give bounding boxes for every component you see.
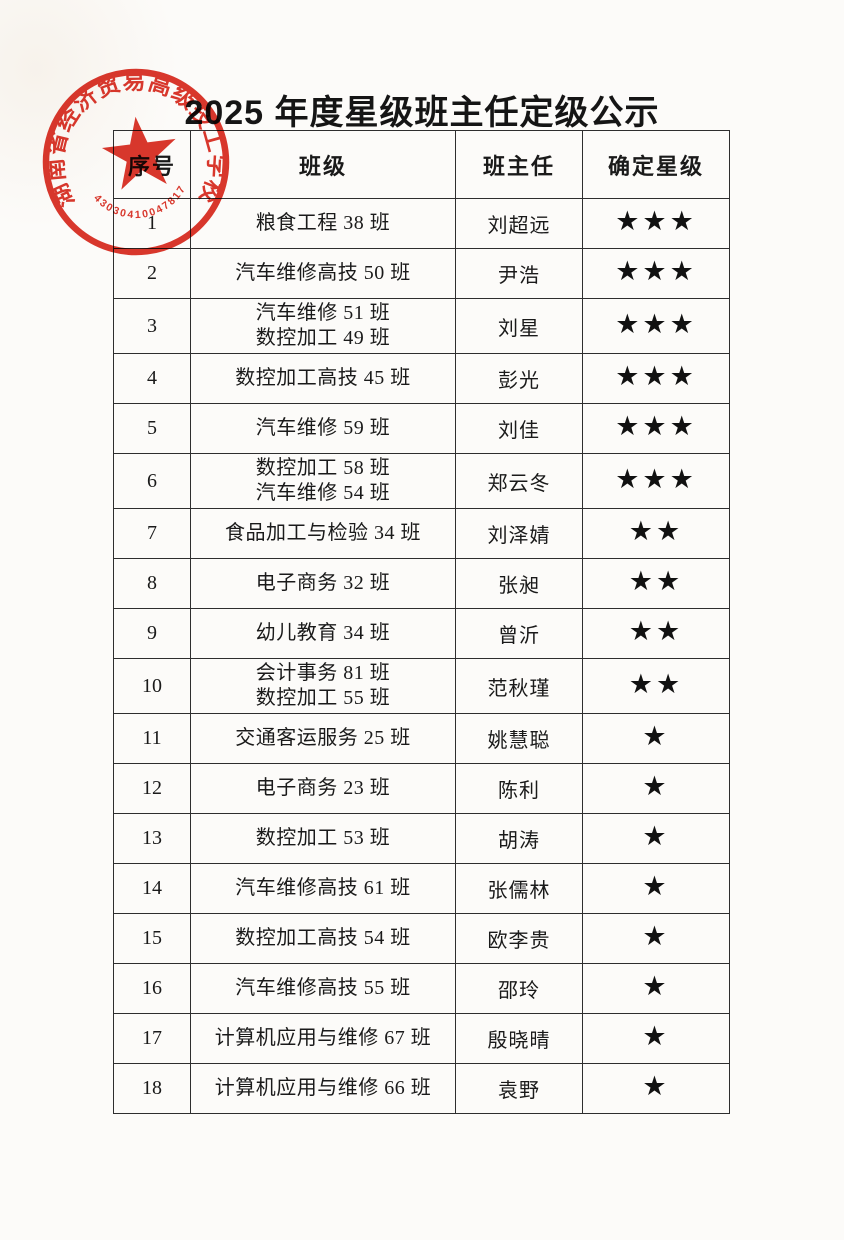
star-rating-cell: ★ <box>582 963 730 1014</box>
teacher-cell: 刘超远 <box>455 198 583 249</box>
star-rating-cell: ★ <box>582 813 730 864</box>
class-cell: 电子商务 32 班 <box>190 558 456 609</box>
table-row: 6 数控加工 58 班汽车维修 54 班郑云冬 ★★★ <box>113 453 730 509</box>
row-number-cell: 4 <box>113 353 191 404</box>
star-rating-cell: ★★ <box>582 558 730 609</box>
class-cell: 食品加工与检验 34 班 <box>190 508 456 559</box>
row-number-cell: 10 <box>113 658 191 714</box>
teacher-cell: 郑云冬 <box>455 453 583 509</box>
star-rating-cell: ★★★ <box>582 403 730 454</box>
star-rating-cell: ★ <box>582 713 730 764</box>
teacher-cell: 刘星 <box>455 298 583 354</box>
teacher-cell: 范秋瑾 <box>455 658 583 714</box>
class-cell: 数控加工高技 54 班 <box>190 913 456 964</box>
table-row: 12 电子商务 23 班陈利 ★ <box>113 763 730 814</box>
star-rating-cell: ★★★ <box>582 453 730 509</box>
row-number-cell: 5 <box>113 403 191 454</box>
table-row: 18 计算机应用与维修 66 班袁野 ★ <box>113 1063 730 1114</box>
column-header-2: 班级 <box>190 130 456 199</box>
page-title: 2025 年度星级班主任定级公示 <box>184 93 660 132</box>
star-rating-cell: ★ <box>582 913 730 964</box>
table-row: 2 汽车维修高技 50 班尹浩 ★★★ <box>113 248 730 299</box>
class-cell: 幼儿教育 34 班 <box>190 608 456 659</box>
star-rating-cell: ★ <box>582 1013 730 1064</box>
row-number-cell: 17 <box>113 1013 191 1064</box>
teacher-cell: 曾沂 <box>455 608 583 659</box>
class-cell: 数控加工 53 班 <box>190 813 456 864</box>
row-number-cell: 12 <box>113 763 191 814</box>
star-rating-cell: ★★ <box>582 658 730 714</box>
star-rating-cell: ★★★ <box>582 248 730 299</box>
table-header-row: 序号 班级 班主任 确定星级 <box>113 130 730 199</box>
row-number-cell: 18 <box>113 1063 191 1114</box>
teacher-cell: 陈利 <box>455 763 583 814</box>
row-number-cell: 14 <box>113 863 191 914</box>
teacher-cell: 袁野 <box>455 1063 583 1114</box>
star-rating-cell: ★★ <box>582 508 730 559</box>
teacher-cell: 刘佳 <box>455 403 583 454</box>
teacher-cell: 邵玲 <box>455 963 583 1014</box>
table-row: 16 汽车维修高技 55 班邵玲 ★ <box>113 963 730 1014</box>
row-number-cell: 11 <box>113 713 191 764</box>
table-row: 17 计算机应用与维修 67 班殷晓晴 ★ <box>113 1013 730 1064</box>
row-number-cell: 2 <box>113 248 191 299</box>
class-cell: 汽车维修高技 50 班 <box>190 248 456 299</box>
class-cell: 交通客运服务 25 班 <box>190 713 456 764</box>
row-number-cell: 15 <box>113 913 191 964</box>
rating-table: 序号 班级 班主任 确定星级 1 粮食工程 38 班刘超远 ★★★ 2 汽车维修高技 50 班… <box>113 130 730 1114</box>
teacher-cell: 殷晓晴 <box>455 1013 583 1064</box>
row-number-cell: 7 <box>113 508 191 559</box>
star-rating-cell: ★★★ <box>582 198 730 249</box>
star-rating-cell: ★★★ <box>582 298 730 354</box>
star-rating-cell: ★★★ <box>582 353 730 404</box>
class-cell: 汽车维修高技 61 班 <box>190 863 456 914</box>
star-rating-cell: ★ <box>582 863 730 914</box>
table-row: 10 会计事务 81 班数控加工 55 班范秋瑾 ★★ <box>113 658 730 714</box>
class-cell: 粮食工程 38 班 <box>190 198 456 249</box>
table-row: 7 食品加工与检验 34 班刘泽婧 ★★ <box>113 508 730 559</box>
star-rating-cell: ★ <box>582 1063 730 1114</box>
class-cell: 数控加工高技 45 班 <box>190 353 456 404</box>
teacher-cell: 尹浩 <box>455 248 583 299</box>
class-cell: 汽车维修 59 班 <box>190 403 456 454</box>
teacher-cell: 张儒林 <box>455 863 583 914</box>
class-cell: 汽车维修 51 班数控加工 49 班 <box>190 298 456 354</box>
teacher-cell: 胡涛 <box>455 813 583 864</box>
table-row: 15 数控加工高技 54 班欧李贵 ★ <box>113 913 730 964</box>
class-cell: 会计事务 81 班数控加工 55 班 <box>190 658 456 714</box>
table-row: 13 数控加工 53 班胡涛 ★ <box>113 813 730 864</box>
table-row: 9 幼儿教育 34 班曾沂 ★★ <box>113 608 730 659</box>
row-number-cell: 9 <box>113 608 191 659</box>
teacher-cell: 姚慧聪 <box>455 713 583 764</box>
class-cell: 计算机应用与维修 66 班 <box>190 1063 456 1114</box>
teacher-cell: 欧李贵 <box>455 913 583 964</box>
table-row: 8 电子商务 32 班张昶 ★★ <box>113 558 730 609</box>
class-cell: 数控加工 58 班汽车维修 54 班 <box>190 453 456 509</box>
star-rating-cell: ★★ <box>582 608 730 659</box>
row-number-cell: 8 <box>113 558 191 609</box>
class-cell: 汽车维修高技 55 班 <box>190 963 456 1014</box>
column-header-1: 序号 <box>113 130 191 199</box>
teacher-cell: 刘泽婧 <box>455 508 583 559</box>
star-rating-cell: ★ <box>582 763 730 814</box>
teacher-cell: 彭光 <box>455 353 583 404</box>
teacher-cell: 张昶 <box>455 558 583 609</box>
table-row: 14 汽车维修高技 61 班张儒林 ★ <box>113 863 730 914</box>
class-cell: 电子商务 23 班 <box>190 763 456 814</box>
row-number-cell: 6 <box>113 453 191 509</box>
table-row: 1 粮食工程 38 班刘超远 ★★★ <box>113 198 730 249</box>
table-row: 11 交通客运服务 25 班姚慧聪 ★ <box>113 713 730 764</box>
column-header-3: 班主任 <box>455 130 583 199</box>
row-number-cell: 16 <box>113 963 191 1014</box>
row-number-cell: 1 <box>113 198 191 249</box>
table-row: 4 数控加工高技 45 班彭光 ★★★ <box>113 353 730 404</box>
class-cell: 计算机应用与维修 67 班 <box>190 1013 456 1064</box>
row-number-cell: 3 <box>113 298 191 354</box>
table-row: 3 汽车维修 51 班数控加工 49 班刘星 ★★★ <box>113 298 730 354</box>
row-number-cell: 13 <box>113 813 191 864</box>
column-header-4: 确定星级 <box>582 130 730 199</box>
table-row: 5 汽车维修 59 班刘佳 ★★★ <box>113 403 730 454</box>
